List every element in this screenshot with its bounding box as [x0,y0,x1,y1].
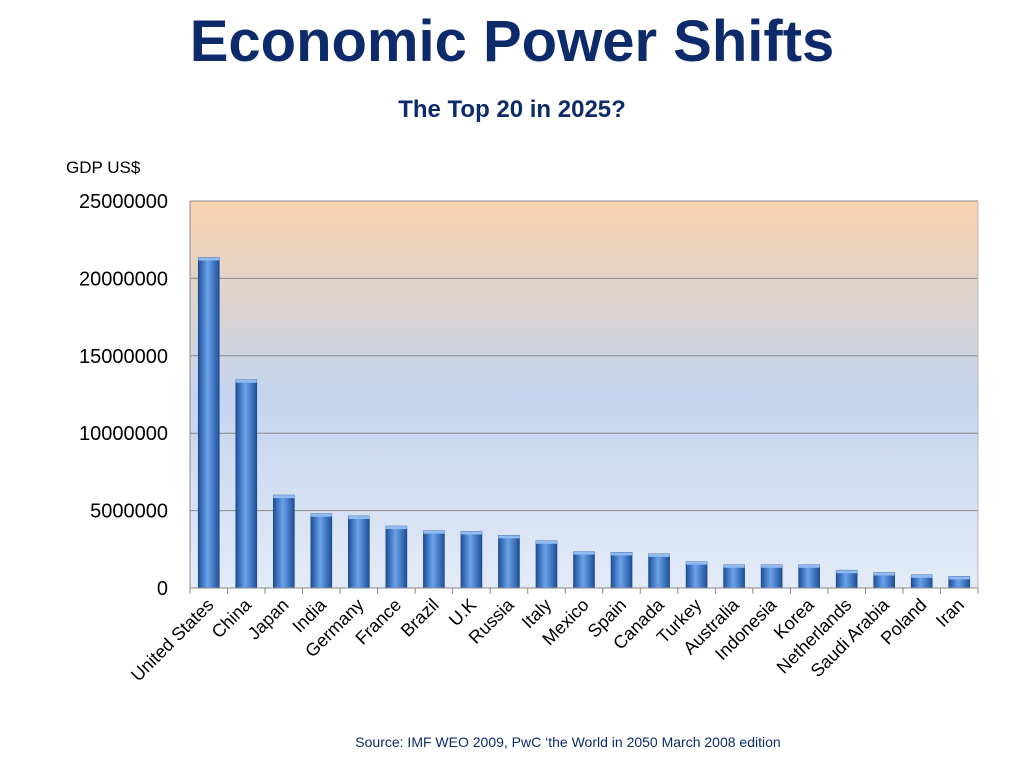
x-category-label: United States [127,595,218,686]
bar-cap [385,526,407,530]
axes [189,201,979,594]
bar-cap [686,561,708,565]
bar-cap [235,379,257,383]
bar [348,515,370,589]
x-category-labels: United StatesChinaJapanIndiaGermanyFranc… [127,594,968,685]
bar [273,494,295,589]
bar [535,540,558,589]
bar-cap [423,530,445,534]
bar [423,530,445,589]
bar [648,553,670,589]
bar [610,552,633,589]
bar-cap [911,574,933,578]
page-title: Economic Power Shifts [189,9,835,74]
gridlines [190,200,978,512]
x-category-label: Japan [244,595,293,644]
bar-cap [723,564,745,568]
y-axis-label: GDP US$ [66,158,141,177]
bar [460,531,483,589]
bar-cap [836,570,858,574]
bar-cap [273,495,295,499]
bar-cap [761,564,783,568]
bar [723,564,745,589]
y-tick-labels: 0 5000000 10000000 15000000 20000000 25000000 [79,191,168,600]
source-note: Source: IMF WEO 2009, PwC ‘the World in … [355,734,781,750]
bar-cap [198,257,220,261]
bar-cap [611,552,633,556]
bar-cap [535,540,557,544]
bar-cap [873,572,895,576]
bar-cap [648,553,670,557]
bar-chart: 0 5000000 10000000 15000000 20000000 25000000… [79,191,979,685]
bar-cap [460,531,482,535]
bar [798,564,820,589]
y-tick-label: 0 [157,578,168,600]
bar-cap [573,551,595,555]
bar-cap [498,535,520,539]
y-tick-label: 25000000 [79,191,168,213]
bars [197,257,971,589]
bar-cap [798,564,820,568]
x-category-label: Brazil [397,595,443,641]
bar [760,564,783,589]
page-subtitle: The Top 20 in 2025? [398,96,626,123]
bar [573,551,595,589]
bar-cap [310,513,332,517]
bar [310,513,333,589]
y-tick-label: 5000000 [90,501,168,523]
bar-cap [348,516,370,520]
bar [385,525,408,589]
bar [685,561,708,589]
bar [498,535,520,589]
plot-area [190,201,978,588]
y-tick-label: 15000000 [79,346,168,368]
x-category-label: Iran [932,595,968,631]
bar [197,257,220,589]
y-tick-label: 10000000 [79,423,168,445]
bar-cap [948,576,970,580]
bar [235,379,258,589]
y-tick-label: 20000000 [79,268,168,290]
